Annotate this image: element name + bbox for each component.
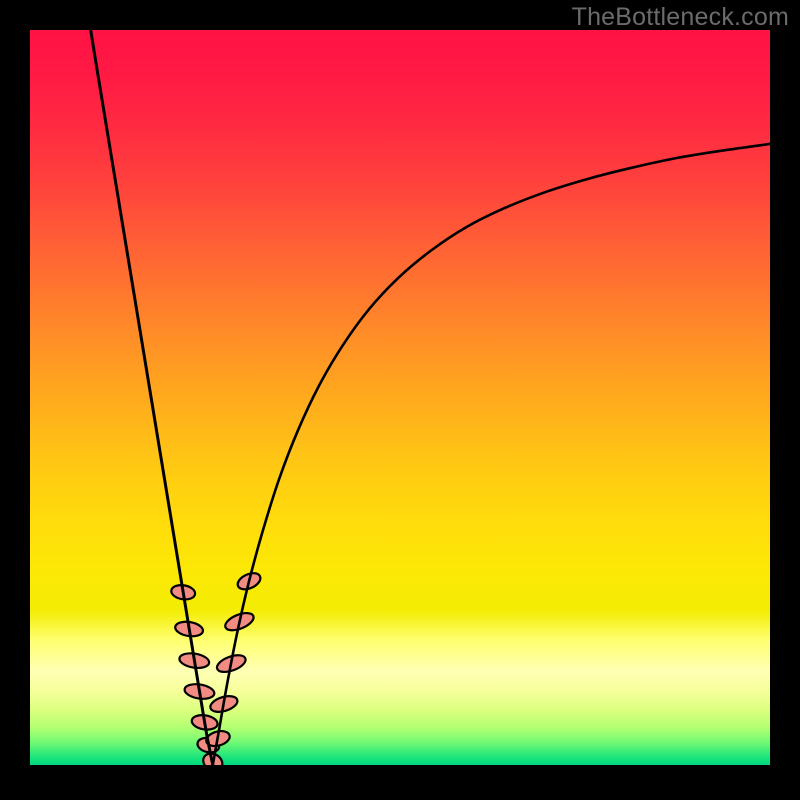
plot-area: [30, 30, 770, 765]
watermark-text: TheBottleneck.com: [572, 3, 789, 32]
bottleneck-curve: [30, 30, 770, 765]
chart-frame: [0, 0, 800, 800]
